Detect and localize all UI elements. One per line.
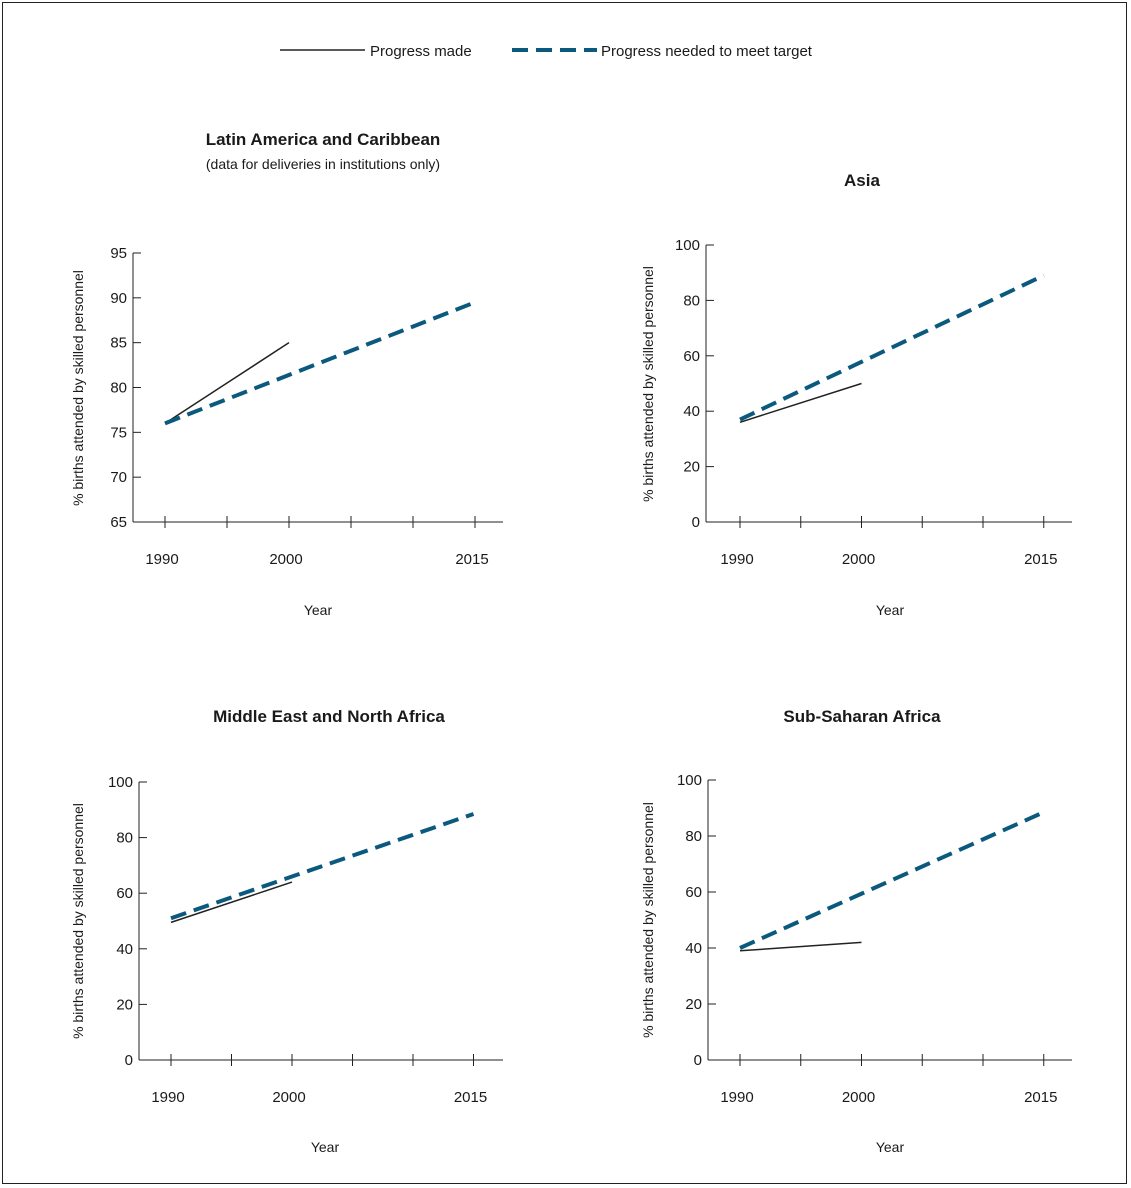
chart-panel-4: Sub-Saharan Africa 0 20 40 60 80 100 1990 2000 20… [640,707,1072,1155]
y-tick-label: 90 [110,290,127,307]
y-tick-label: 100 [675,237,700,254]
x-tick-label: 2000 [842,1089,875,1106]
y-tick-label: 20 [116,996,133,1013]
series-progress-made-line [739,382,862,423]
x-tick-label: 2015 [1024,551,1057,568]
series-progress-made-line [164,342,290,424]
y-axis-label: % births attended by skilled personnel [640,266,656,502]
y-axis-label: % births attended by skilled personnel [640,802,656,1038]
series-progress-needed-line [170,812,475,921]
y-tick-label: 80 [116,830,133,847]
legend: Progress made Progress needed to meet ta… [280,43,813,60]
legend-needed-label: Progress needed to meet target [601,43,813,60]
x-tick-label: 1990 [151,1089,184,1106]
x-tick-label: 2015 [455,551,488,568]
y-tick-label: 95 [110,245,127,262]
x-axis-label: Year [304,602,333,618]
series-progress-needed-line [739,810,1045,950]
y-tick-label: 40 [685,940,702,957]
y-tick-label: 100 [108,774,133,791]
y-tick-label: 80 [685,828,702,845]
series-progress-needed-line [739,273,1045,422]
series-progress-made-line [739,941,862,952]
x-tick-label: 1990 [720,551,753,568]
chart-panel-3: Middle East and North Africa 0 20 40 60 80 100… [70,707,503,1155]
legend-made-label: Progress made [370,43,472,60]
x-axis-label: Year [876,602,905,618]
y-tick-label: 80 [683,292,700,309]
y-tick-label: 40 [116,941,133,958]
y-tick-label: 100 [677,772,702,789]
x-tick-label: 1990 [145,551,178,568]
x-tick-label: 2015 [454,1089,487,1106]
y-axis-label: % births attended by skilled personnel [70,803,86,1039]
y-axis-label: % births attended by skilled personnel [70,270,86,506]
x-tick-label: 2000 [842,551,875,568]
y-tick-label: 75 [110,424,127,441]
chart-title: Latin America and Caribbean [206,130,441,149]
chart-title: Middle East and North Africa [213,707,445,726]
y-tick-label: 0 [692,514,700,531]
y-tick-label: 60 [683,348,700,365]
y-tick-label: 20 [683,459,700,476]
series-progress-made-line [170,881,293,924]
y-tick-label: 85 [110,335,127,352]
chart-panel-2: Asia 0 20 40 60 80 100 1990 2000 2015 Year % births… [640,171,1072,618]
y-tick-label: 0 [694,1052,702,1069]
chart-title: Asia [844,171,880,190]
chart-title: Sub-Saharan Africa [783,707,941,726]
x-axis-label: Year [311,1139,340,1155]
series-progress-needed-line [164,300,476,426]
x-tick-label: 2000 [272,1089,305,1106]
x-tick-label: 2015 [1024,1089,1057,1106]
x-tick-label: 1990 [720,1089,753,1106]
y-tick-label: 60 [116,885,133,902]
y-tick-label: 80 [110,380,127,397]
y-tick-label: 70 [110,469,127,486]
x-axis-label: Year [876,1139,905,1155]
y-tick-label: 40 [683,403,700,420]
y-tick-label: 65 [110,514,127,531]
chart-subtitle: (data for deliveries in institutions onl… [206,156,440,172]
y-tick-label: 60 [685,884,702,901]
chart-panel-1: Latin America and Caribbean (data for del… [70,130,503,618]
y-tick-label: 20 [685,996,702,1013]
x-tick-label: 2000 [269,551,302,568]
y-tick-label: 0 [125,1052,133,1069]
